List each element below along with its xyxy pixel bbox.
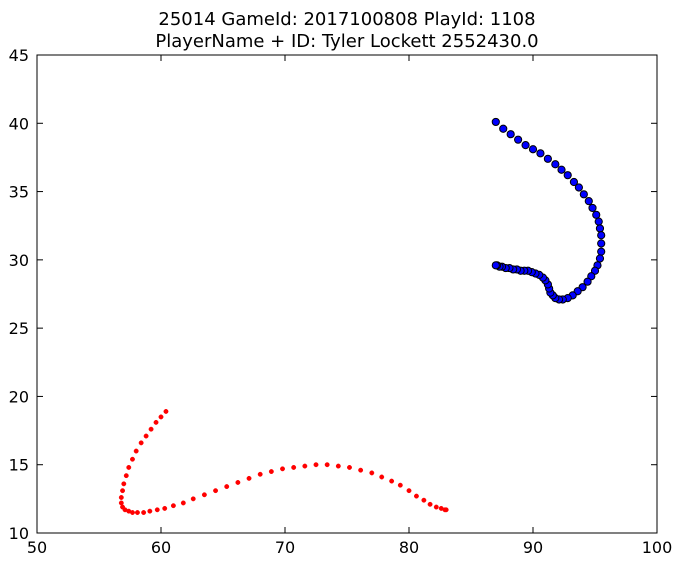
y-tick-label: 40 (9, 114, 29, 133)
blue-data-point (536, 149, 545, 158)
blue-data-point (569, 177, 579, 187)
blue-data-point (491, 261, 500, 270)
red-data-point (397, 482, 403, 488)
red-data-point (120, 488, 126, 494)
blue-data-point (597, 239, 606, 248)
blue-data-point (588, 203, 597, 213)
y-tick-label: 15 (9, 456, 29, 475)
blue-data-point (528, 145, 538, 154)
red-data-point (389, 478, 395, 484)
red-data-point (213, 488, 219, 494)
red-data-point (421, 497, 427, 503)
blue-data-point (574, 183, 583, 192)
red-data-point (121, 481, 127, 487)
blue-data-point (595, 254, 605, 263)
red-data-point (246, 475, 252, 481)
red-data-point (433, 504, 439, 510)
x-tick-label: 90 (523, 538, 543, 557)
blue-data-point (587, 272, 596, 281)
red-data-point (235, 480, 241, 485)
blue-data-point (595, 224, 605, 233)
red-data-point (335, 463, 341, 469)
red-data-point (153, 419, 159, 425)
red-data-point (134, 510, 140, 515)
blue-data-point (590, 266, 600, 275)
red-data-point (130, 510, 135, 515)
red-data-point (154, 507, 160, 513)
red-data-point (280, 466, 285, 472)
red-data-point (224, 484, 230, 490)
red-data-point (302, 463, 308, 469)
y-tick-label: 20 (9, 387, 29, 406)
red-data-point (143, 433, 149, 439)
red-data-point (163, 409, 169, 414)
blue-data-point (563, 171, 572, 180)
blue-data-point (594, 217, 603, 226)
x-tick-label: 80 (399, 538, 419, 557)
red-data-point (126, 464, 132, 470)
blue-data-point (579, 190, 588, 199)
y-tick-label: 10 (9, 524, 29, 543)
red-data-point (138, 440, 144, 446)
red-data-point (369, 470, 375, 476)
red-data-point (347, 464, 352, 470)
red-data-point (133, 448, 139, 454)
blue-data-point (597, 231, 606, 240)
red-data-point (291, 464, 297, 470)
blue-data-point (597, 247, 606, 256)
blue-data-point (506, 130, 515, 139)
blue-data-point (521, 141, 530, 150)
blue-data-point (583, 277, 592, 286)
x-tick-label: 60 (151, 538, 171, 557)
blue-data-point (584, 197, 593, 206)
red-data-point (148, 426, 154, 432)
red-data-point (427, 501, 433, 507)
red-data-point (413, 493, 419, 499)
red-data-point (158, 414, 164, 420)
y-tick-label: 30 (9, 251, 29, 270)
y-tick-label: 35 (9, 183, 29, 202)
red-data-point (406, 488, 412, 494)
blue-data-point (491, 117, 500, 127)
red-data-point (180, 500, 186, 506)
chart-title-line-1: 25014 GameId: 2017100808 PlayId: 1108 (158, 9, 535, 30)
blue-data-point (551, 160, 560, 169)
red-data-point (190, 496, 196, 502)
plot-frame (36, 54, 658, 534)
red-data-point (257, 471, 263, 477)
y-tick-label: 25 (9, 319, 29, 338)
blue-data-point (514, 135, 523, 144)
red-data-point (130, 456, 135, 462)
blue-data-point (499, 124, 508, 133)
plot-area: 50 60 70 80 90 100 10 15 20 25 30 35 40 45 (9, 46, 673, 557)
red-data-point (313, 462, 319, 468)
red-data-point (118, 495, 124, 500)
red-data-point (162, 505, 168, 511)
blue-data-point (543, 154, 552, 163)
x-tick-label: 100 (642, 538, 673, 557)
red-data-point (268, 469, 274, 474)
x-tick-label: 70 (275, 538, 295, 557)
red-data-point (201, 492, 207, 498)
red-data-point (147, 508, 153, 514)
blue-data-point (592, 210, 601, 219)
red-data-point (170, 503, 176, 509)
red-data-point (324, 462, 330, 468)
red-data-point (358, 467, 364, 473)
red-data-point (118, 500, 124, 506)
red-data-point (123, 473, 129, 479)
x-tick-label: 50 (27, 538, 47, 557)
y-tick-label: 45 (9, 46, 29, 65)
red-data-point (141, 510, 147, 515)
red-data-point (379, 474, 385, 480)
chart-title-line-2: PlayerName + ID: Tyler Lockett 2552430.0 (155, 31, 538, 52)
blue-data-point (557, 165, 566, 174)
red-data-point (443, 507, 449, 513)
